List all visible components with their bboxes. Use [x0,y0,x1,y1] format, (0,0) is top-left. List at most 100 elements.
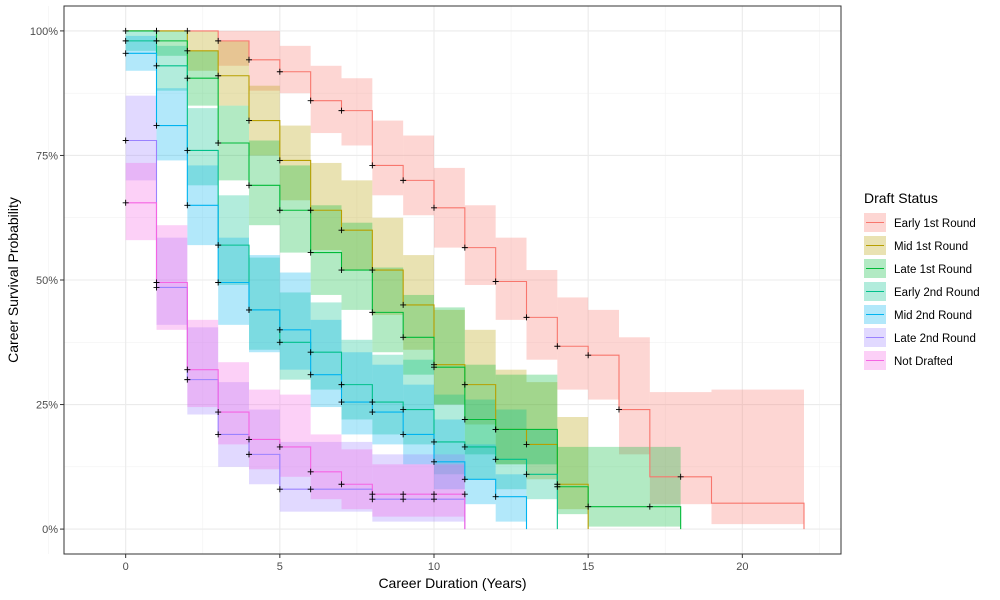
confidence-band-segment [125,95,157,181]
censor-mark [153,122,160,129]
censor-mark [276,443,283,450]
confidence-band-segment [434,394,465,475]
confidence-band-segment [279,125,311,201]
confidence-band-segment [249,409,280,485]
survival-curve [125,52,528,530]
censor-marks [122,27,684,510]
censor-mark [523,441,530,448]
legend-label: Late 2nd Round [894,333,976,345]
censor-mark [338,107,345,114]
confidence-band-segment [279,272,311,370]
confidence-band-segment [464,329,496,425]
survival-curve [125,30,805,530]
confidence-band-segment [156,88,188,161]
confidence-band-segment [434,454,465,522]
censor-mark [646,503,653,510]
confidence-band-segment [619,337,650,455]
censor-mark [307,486,314,493]
x-tick-label: 5 [277,561,283,573]
y-tick-label: 100% [30,26,58,38]
censor-mark [246,117,252,124]
censor-mark [184,366,191,373]
legend-label: Early 1st Round [894,218,976,230]
censor-mark [184,376,191,383]
confidence-band-segment [372,217,404,315]
censor-mark [431,364,437,371]
confidence-band-segment [187,327,219,415]
censor-mark [307,249,314,256]
confidence-band-segment [588,446,681,527]
confidence-band-segment [218,237,249,325]
censor-mark [246,306,252,313]
censor-mark [122,37,129,44]
censor-mark [431,458,437,465]
censor-mark [369,267,376,274]
censor-mark [492,456,499,463]
confidence-band-segment [279,165,311,253]
censor-mark [400,491,407,498]
censor-mark [338,399,345,406]
confidence-band-segment [526,270,558,360]
confidence-band-segment [279,394,311,477]
censor-mark [400,334,407,341]
confidence-band-segment [341,449,373,510]
censor-mark [369,309,376,316]
confidence-band-segment [156,30,188,56]
censor-mark [431,204,437,211]
confidence-band-segment [187,319,219,408]
confidence-band-segment [279,292,311,380]
confidence-band-segment [464,444,496,505]
censor-mark [184,47,191,54]
legend-label: Not Drafted [894,356,953,368]
confidence-band-segment [464,399,496,480]
confidence-band-segment [495,409,527,490]
censor-mark [184,75,191,82]
confidence-band-segment [557,297,589,390]
censor-mark [276,339,283,346]
confidence-band-segment [403,294,434,375]
confidence-band-segment [495,474,527,522]
confidence-band-segment [310,434,342,500]
confidence-band-segment [434,419,465,490]
confidence-band-segment [341,222,373,310]
axes: 0 5 10 15 20 0% 25% 50% 75% 100% [30,26,749,573]
y-axis-title: Career Survival Probability [5,197,21,363]
confidence-band-segment [557,446,589,515]
confidence-band-segment [372,267,404,353]
confidence-band-segment [218,40,249,106]
censor-mark [276,486,283,493]
censor-mark [215,279,222,286]
confidence-band-segment [310,319,342,408]
legend-label: Late 1st Round [894,264,972,276]
confidence-band-segment [341,339,373,420]
censor-mark [122,50,129,57]
censor-mark [492,426,499,433]
censor-mark [338,227,345,234]
confidence-band-segment [403,384,434,465]
censor-mark [554,483,561,490]
confidence-band-segment [495,374,558,465]
confidence-band-segment [495,369,527,465]
confidence-band-segment [341,352,373,435]
confidence-band-segment [310,65,342,134]
censor-mark [246,436,252,443]
confidence-band-segment [495,237,527,320]
censor-mark [400,301,407,308]
censor-mark [184,147,191,154]
censor-mark [461,443,468,450]
censor-mark [307,207,314,214]
censor-mark [523,314,530,321]
confidence-band-segment [279,45,311,94]
censor-mark [307,371,314,378]
confidence-band-segment [711,389,804,525]
censor-mark [585,352,592,359]
confidence-band-segment [372,120,404,196]
grid-layer [48,6,841,554]
confidence-band-segment [249,255,280,353]
x-tick-label: 10 [428,561,440,573]
censor-mark [338,267,345,274]
confidence-band-segment [372,354,404,435]
confidence-band-segment [156,45,188,91]
y-tick-label: 50% [36,275,58,287]
